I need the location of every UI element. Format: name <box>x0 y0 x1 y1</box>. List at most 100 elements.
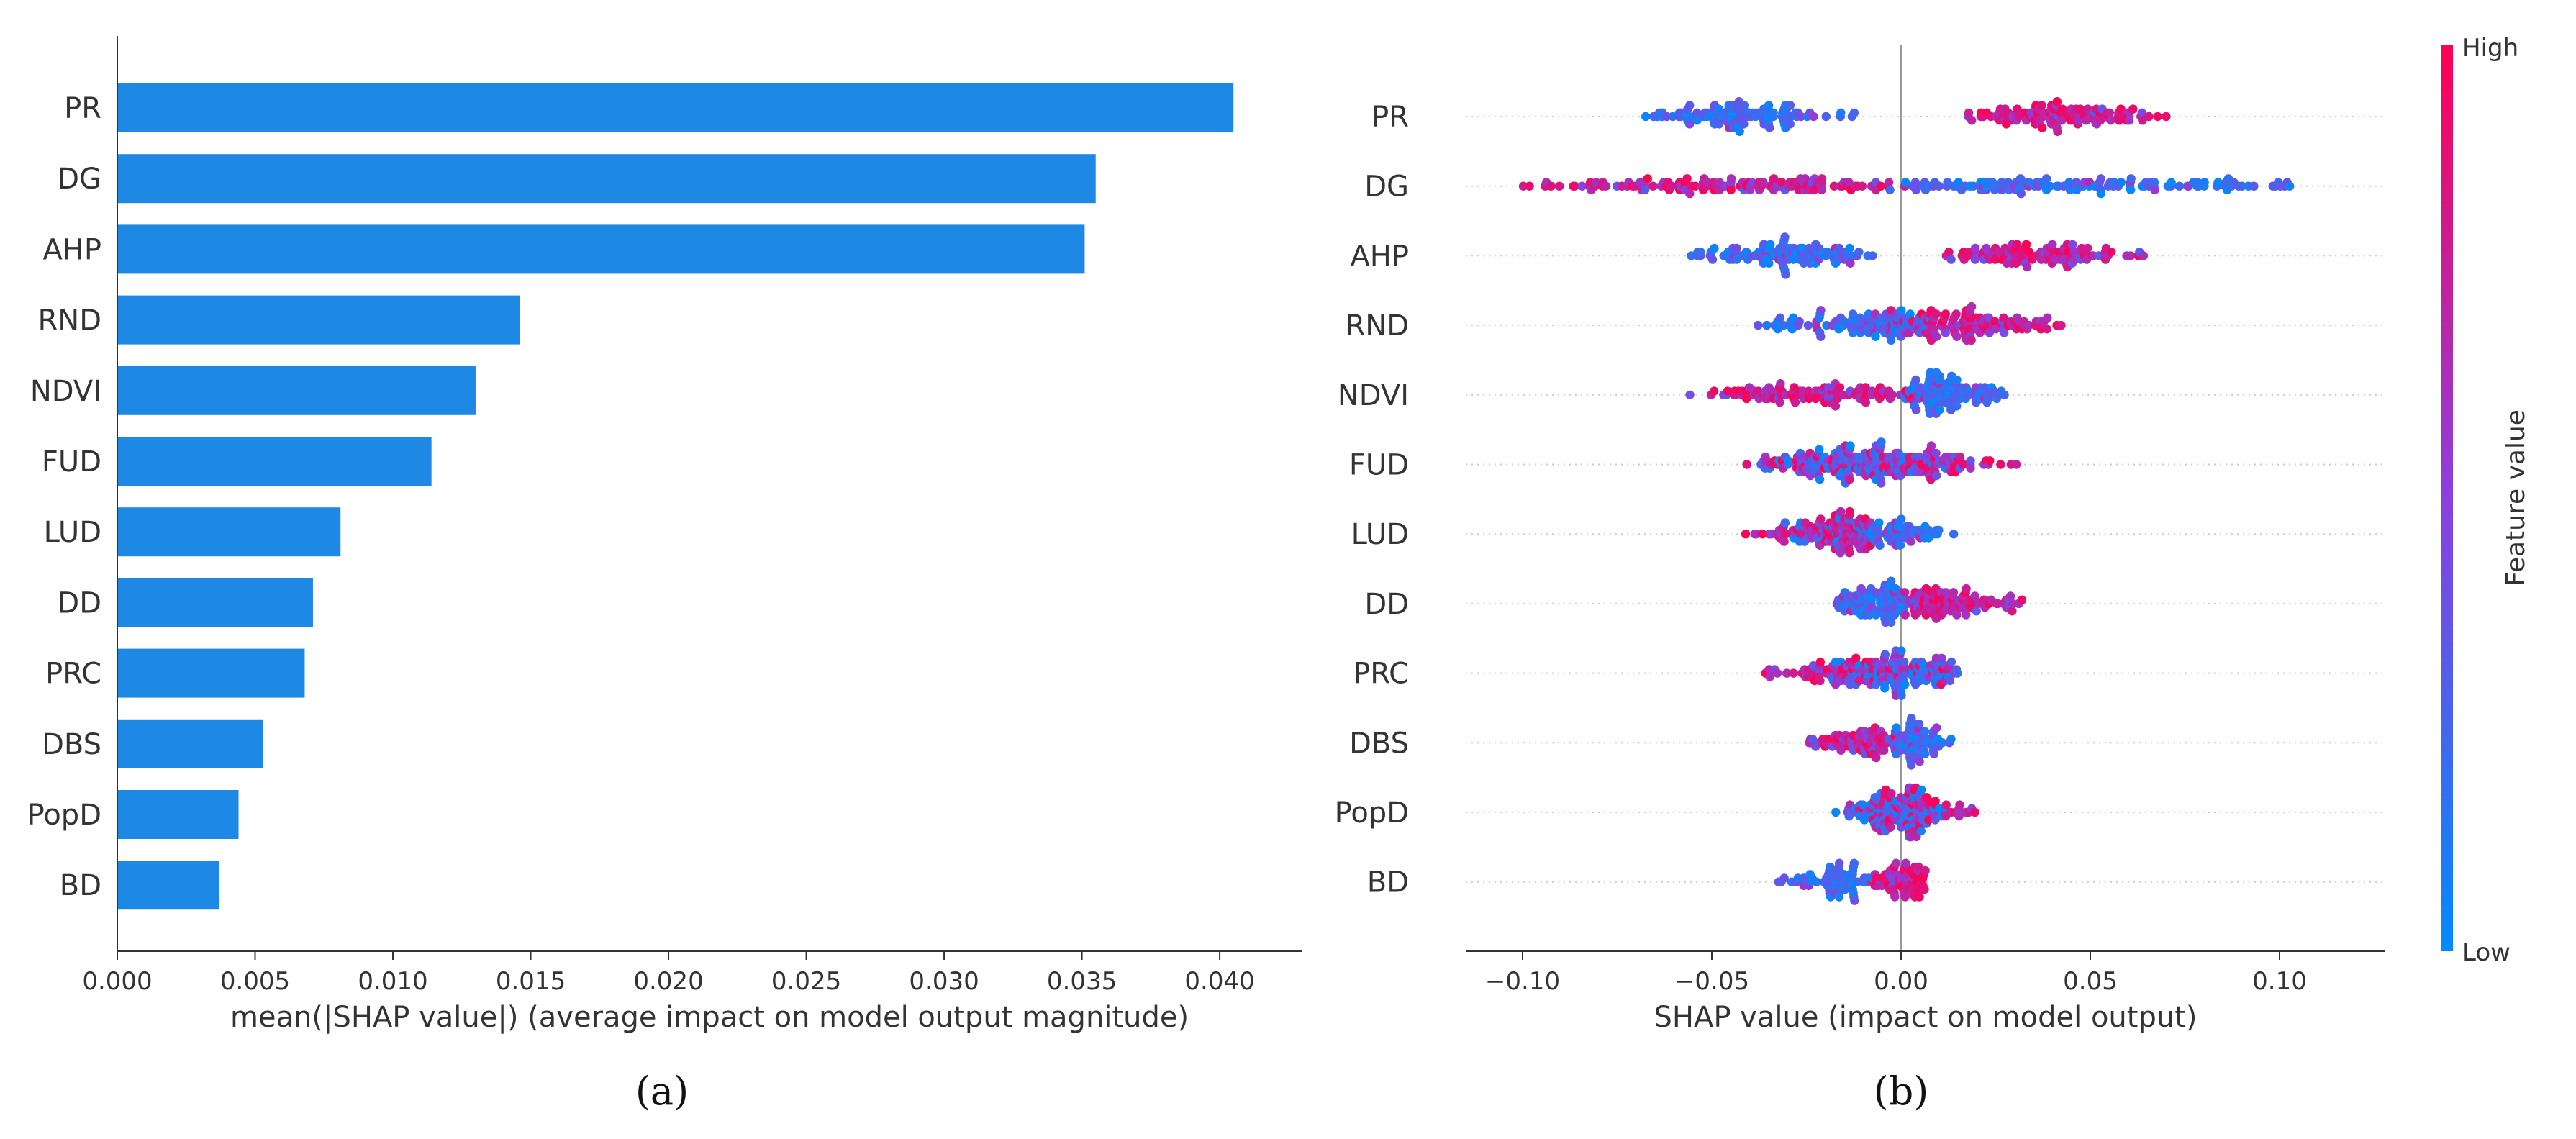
bar-ahp <box>117 224 1085 274</box>
shap-point <box>1937 653 1946 663</box>
bar-fud <box>117 437 432 486</box>
shap-point <box>2124 116 2134 125</box>
shap-point <box>2249 181 2259 191</box>
shap-point <box>2285 181 2295 191</box>
shap-point <box>1911 405 1921 414</box>
shap-point <box>1914 720 1924 729</box>
shap-point <box>1812 877 1821 886</box>
shap-point <box>1879 745 1889 755</box>
shap-point <box>1815 445 1824 454</box>
shap-point <box>2052 97 2062 106</box>
shap-point <box>1555 181 1564 191</box>
shap-point <box>2037 101 2046 110</box>
shap-point <box>1782 668 1792 678</box>
shap-point <box>1815 657 1825 667</box>
shap-point <box>1732 243 1741 253</box>
shap-point <box>1849 858 1859 868</box>
x-ticks: 0.000 0.005 0.010 0.015 0.020 0.025 0.030 0.035… <box>82 951 1255 996</box>
shap-point <box>1848 309 1858 319</box>
shap-point <box>1809 112 1818 122</box>
shap-point <box>1765 123 1774 132</box>
shap-point <box>1964 108 1974 117</box>
colorbar-gradient <box>2441 45 2453 951</box>
shap-point <box>2167 178 2176 187</box>
shap-point <box>2106 116 2115 125</box>
shap-point <box>1795 317 1804 327</box>
shap-point <box>2213 178 2223 187</box>
shap-point <box>1875 540 1885 550</box>
shap-point <box>1871 332 1880 341</box>
shap-point <box>2116 178 2126 187</box>
colorbar-low-label: Low <box>2462 938 2511 967</box>
shap-point <box>1762 320 1772 330</box>
shap-point <box>1935 371 1944 381</box>
shap-point <box>2149 178 2159 187</box>
shap-point <box>1525 181 1534 191</box>
shap-point <box>2008 599 2018 609</box>
shap-point <box>1641 185 1650 195</box>
shap-point <box>1684 119 1695 129</box>
shap-point <box>1962 584 1971 594</box>
shap-point <box>1726 185 1736 195</box>
shap-point <box>1932 723 1941 732</box>
y-tick-label: PopD <box>27 799 101 832</box>
shap-point <box>2013 240 2022 249</box>
shap-point <box>1990 317 2000 327</box>
shap-point <box>1643 174 1652 183</box>
shap-point <box>2096 174 2105 183</box>
shap-point <box>1996 460 2005 469</box>
shap-point <box>1754 320 1763 330</box>
shap-point <box>1601 181 1611 191</box>
shap-point <box>1780 232 1790 242</box>
shap-point <box>1938 738 1947 748</box>
colorbar-title: Feature value <box>2501 409 2531 586</box>
shap-point <box>2162 112 2171 122</box>
shap-point <box>1836 108 1846 117</box>
colorbar: High Low Feature value <box>2441 34 2531 967</box>
shap-point <box>1648 181 1658 191</box>
bar-dbs <box>117 719 264 768</box>
y-tick-label: BD <box>60 869 101 902</box>
shap-point <box>2126 174 2136 183</box>
shap-point <box>1685 101 1695 110</box>
shap-point <box>1905 309 1915 319</box>
shap-point <box>1946 657 1956 667</box>
shap-point <box>1988 178 1997 187</box>
shap-point <box>1789 668 1798 678</box>
shap-point <box>1897 306 1906 315</box>
shap-point <box>1915 452 1924 462</box>
shap-point <box>1848 328 1858 337</box>
shap-point <box>1759 178 1768 187</box>
shap-point <box>1849 108 1859 117</box>
shap-point <box>1931 797 1940 806</box>
dot-series <box>1518 97 2295 905</box>
shap-point <box>2144 112 2154 122</box>
shap-point <box>1915 892 1924 902</box>
y-tick-label: PopD <box>1335 797 1409 830</box>
y-tick-label: DG <box>57 163 101 196</box>
shap-point <box>1872 753 1881 763</box>
shap-point <box>2005 591 2015 601</box>
shap-point <box>1845 243 1854 253</box>
shap-point <box>1726 174 1736 183</box>
shap-point <box>1920 749 1930 759</box>
shap-point <box>1577 181 1587 191</box>
shap-point <box>1941 800 1951 809</box>
shap-point <box>1967 116 1977 125</box>
shap-point <box>1966 463 1975 473</box>
shap-point <box>1952 332 1962 341</box>
shap-point <box>1931 309 1941 319</box>
shap-point <box>1829 181 1839 191</box>
y-tick-label: RND <box>1345 309 1409 342</box>
shap-point <box>1666 181 1677 191</box>
shap-point <box>1834 892 1844 902</box>
shap-point <box>1739 119 1749 129</box>
shap-point <box>1932 332 1941 341</box>
shap-point <box>1985 456 1995 466</box>
shap-point <box>1741 530 1751 539</box>
shap-point <box>1687 251 1696 260</box>
shap-point <box>2000 390 2009 399</box>
x-tick-label: 0.020 <box>633 967 703 996</box>
shap-point <box>2126 251 2136 260</box>
x-axis-label: SHAP value (impact on model output) <box>1654 1001 2198 1034</box>
